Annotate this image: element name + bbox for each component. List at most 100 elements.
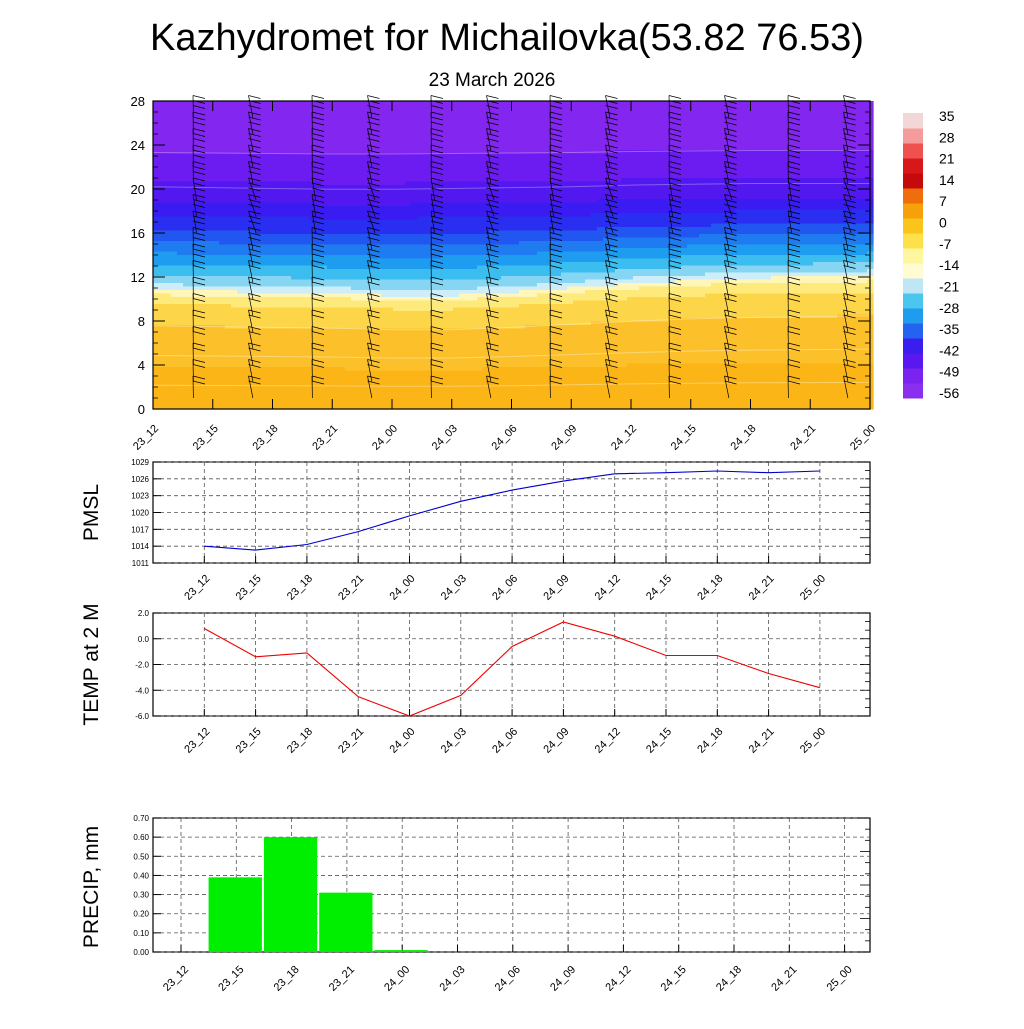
heatmap-cell [219, 252, 226, 256]
heatmap-cell [261, 294, 268, 298]
heatmap-cell [165, 381, 172, 385]
heatmap-cell [273, 378, 280, 382]
heatmap-cell [153, 248, 160, 252]
heatmap-cell [297, 350, 304, 354]
heatmap-cell [477, 273, 484, 277]
heatmap-cell [399, 143, 406, 147]
heatmap-cell [339, 192, 346, 196]
heatmap-cell [399, 168, 406, 172]
heatmap-cell [405, 252, 412, 256]
heatmap-cell [225, 126, 232, 130]
heatmap-cell [267, 395, 274, 399]
heatmap-cell [297, 140, 304, 144]
heatmap-cell [339, 178, 346, 182]
heatmap-cell [399, 112, 406, 116]
heatmap-cell [171, 262, 178, 266]
heatmap-cell [429, 301, 436, 305]
heatmap-cell [435, 287, 442, 291]
heatmap-cell [321, 182, 328, 186]
heatmap-cell [291, 234, 298, 238]
heatmap-cell [411, 234, 418, 238]
heatmap-cell [459, 101, 466, 105]
heatmap-cell [267, 136, 274, 140]
heatmap-cell [159, 399, 166, 403]
heatmap-cell [471, 318, 478, 322]
heatmap-cell [387, 262, 394, 266]
heatmap-cell [387, 378, 394, 382]
heatmap-cell [459, 395, 466, 399]
heatmap-cell [381, 105, 388, 109]
heatmap-cell [387, 136, 394, 140]
heatmap-cell [471, 276, 478, 280]
heatmap-cell [351, 115, 358, 119]
heatmap-cell [231, 122, 238, 126]
heatmap-cell [399, 301, 406, 305]
heatmap-cell [393, 371, 400, 375]
heatmap-cell [393, 311, 400, 315]
heatmap-cell [153, 126, 160, 130]
heatmap-cell [189, 206, 196, 210]
heatmap-cell [471, 388, 478, 392]
heatmap-cell [351, 101, 358, 105]
heatmap-cell [303, 273, 310, 277]
heatmap-cell [387, 322, 394, 326]
heatmap-cell [327, 395, 334, 399]
heatmap-cell [423, 266, 430, 270]
heatmap-cell [423, 301, 430, 305]
heatmap-cell [213, 269, 220, 273]
heatmap-cell [171, 101, 178, 105]
heatmap-cell [357, 266, 364, 270]
heatmap-cell [291, 196, 298, 200]
heatmap-cell [297, 276, 304, 280]
heatmap-cell [297, 143, 304, 147]
heatmap-cell [465, 388, 472, 392]
heatmap-cell [195, 269, 202, 273]
heatmap-cell [417, 266, 424, 270]
heatmap-cell [345, 238, 352, 242]
heatmap-cell [339, 287, 346, 291]
heatmap-cell [213, 395, 220, 399]
heatmap-cell [165, 353, 172, 357]
heatmap-cell [303, 294, 310, 298]
heatmap-cell [339, 238, 346, 242]
heatmap-cell [261, 388, 268, 392]
heatmap-cell [291, 217, 298, 221]
heatmap-cell [255, 241, 262, 245]
heatmap-cell [345, 255, 352, 259]
heatmap-cell [225, 171, 232, 175]
heatmap-cell [261, 231, 268, 235]
heatmap-cell [423, 220, 430, 224]
heatmap-cell [273, 276, 280, 280]
heatmap-cell [477, 315, 484, 319]
heatmap-cell [375, 273, 382, 277]
heatmap-cell [411, 374, 418, 378]
heatmap-cell [303, 350, 310, 354]
heatmap-cell [429, 339, 436, 343]
heatmap-cell [207, 346, 214, 350]
heatmap-cell [411, 217, 418, 221]
heatmap-cell [327, 297, 334, 301]
heatmap-cell [333, 371, 340, 375]
heatmap-cell [357, 213, 364, 217]
heatmap-cell [177, 290, 184, 294]
heatmap-cell [237, 336, 244, 340]
heatmap-cell [447, 318, 454, 322]
heatmap-cell [219, 259, 226, 263]
heatmap-cell [405, 185, 412, 189]
heatmap-cell [441, 192, 448, 196]
heatmap-cell [171, 217, 178, 221]
heatmap-cell [183, 252, 190, 256]
heatmap-cell [447, 182, 454, 186]
heatmap-cell [399, 269, 406, 273]
heatmap-cell [219, 136, 226, 140]
heatmap-cell [261, 301, 268, 305]
heatmap-cell [333, 245, 340, 249]
heatmap-cell [321, 378, 328, 382]
heatmap-cell [381, 280, 388, 284]
heatmap-cell [447, 140, 454, 144]
heatmap-cell [285, 122, 292, 126]
heatmap-cell [279, 122, 286, 126]
heatmap-cell [399, 210, 406, 214]
heatmap-cell [405, 374, 412, 378]
heatmap-cell [327, 206, 334, 210]
